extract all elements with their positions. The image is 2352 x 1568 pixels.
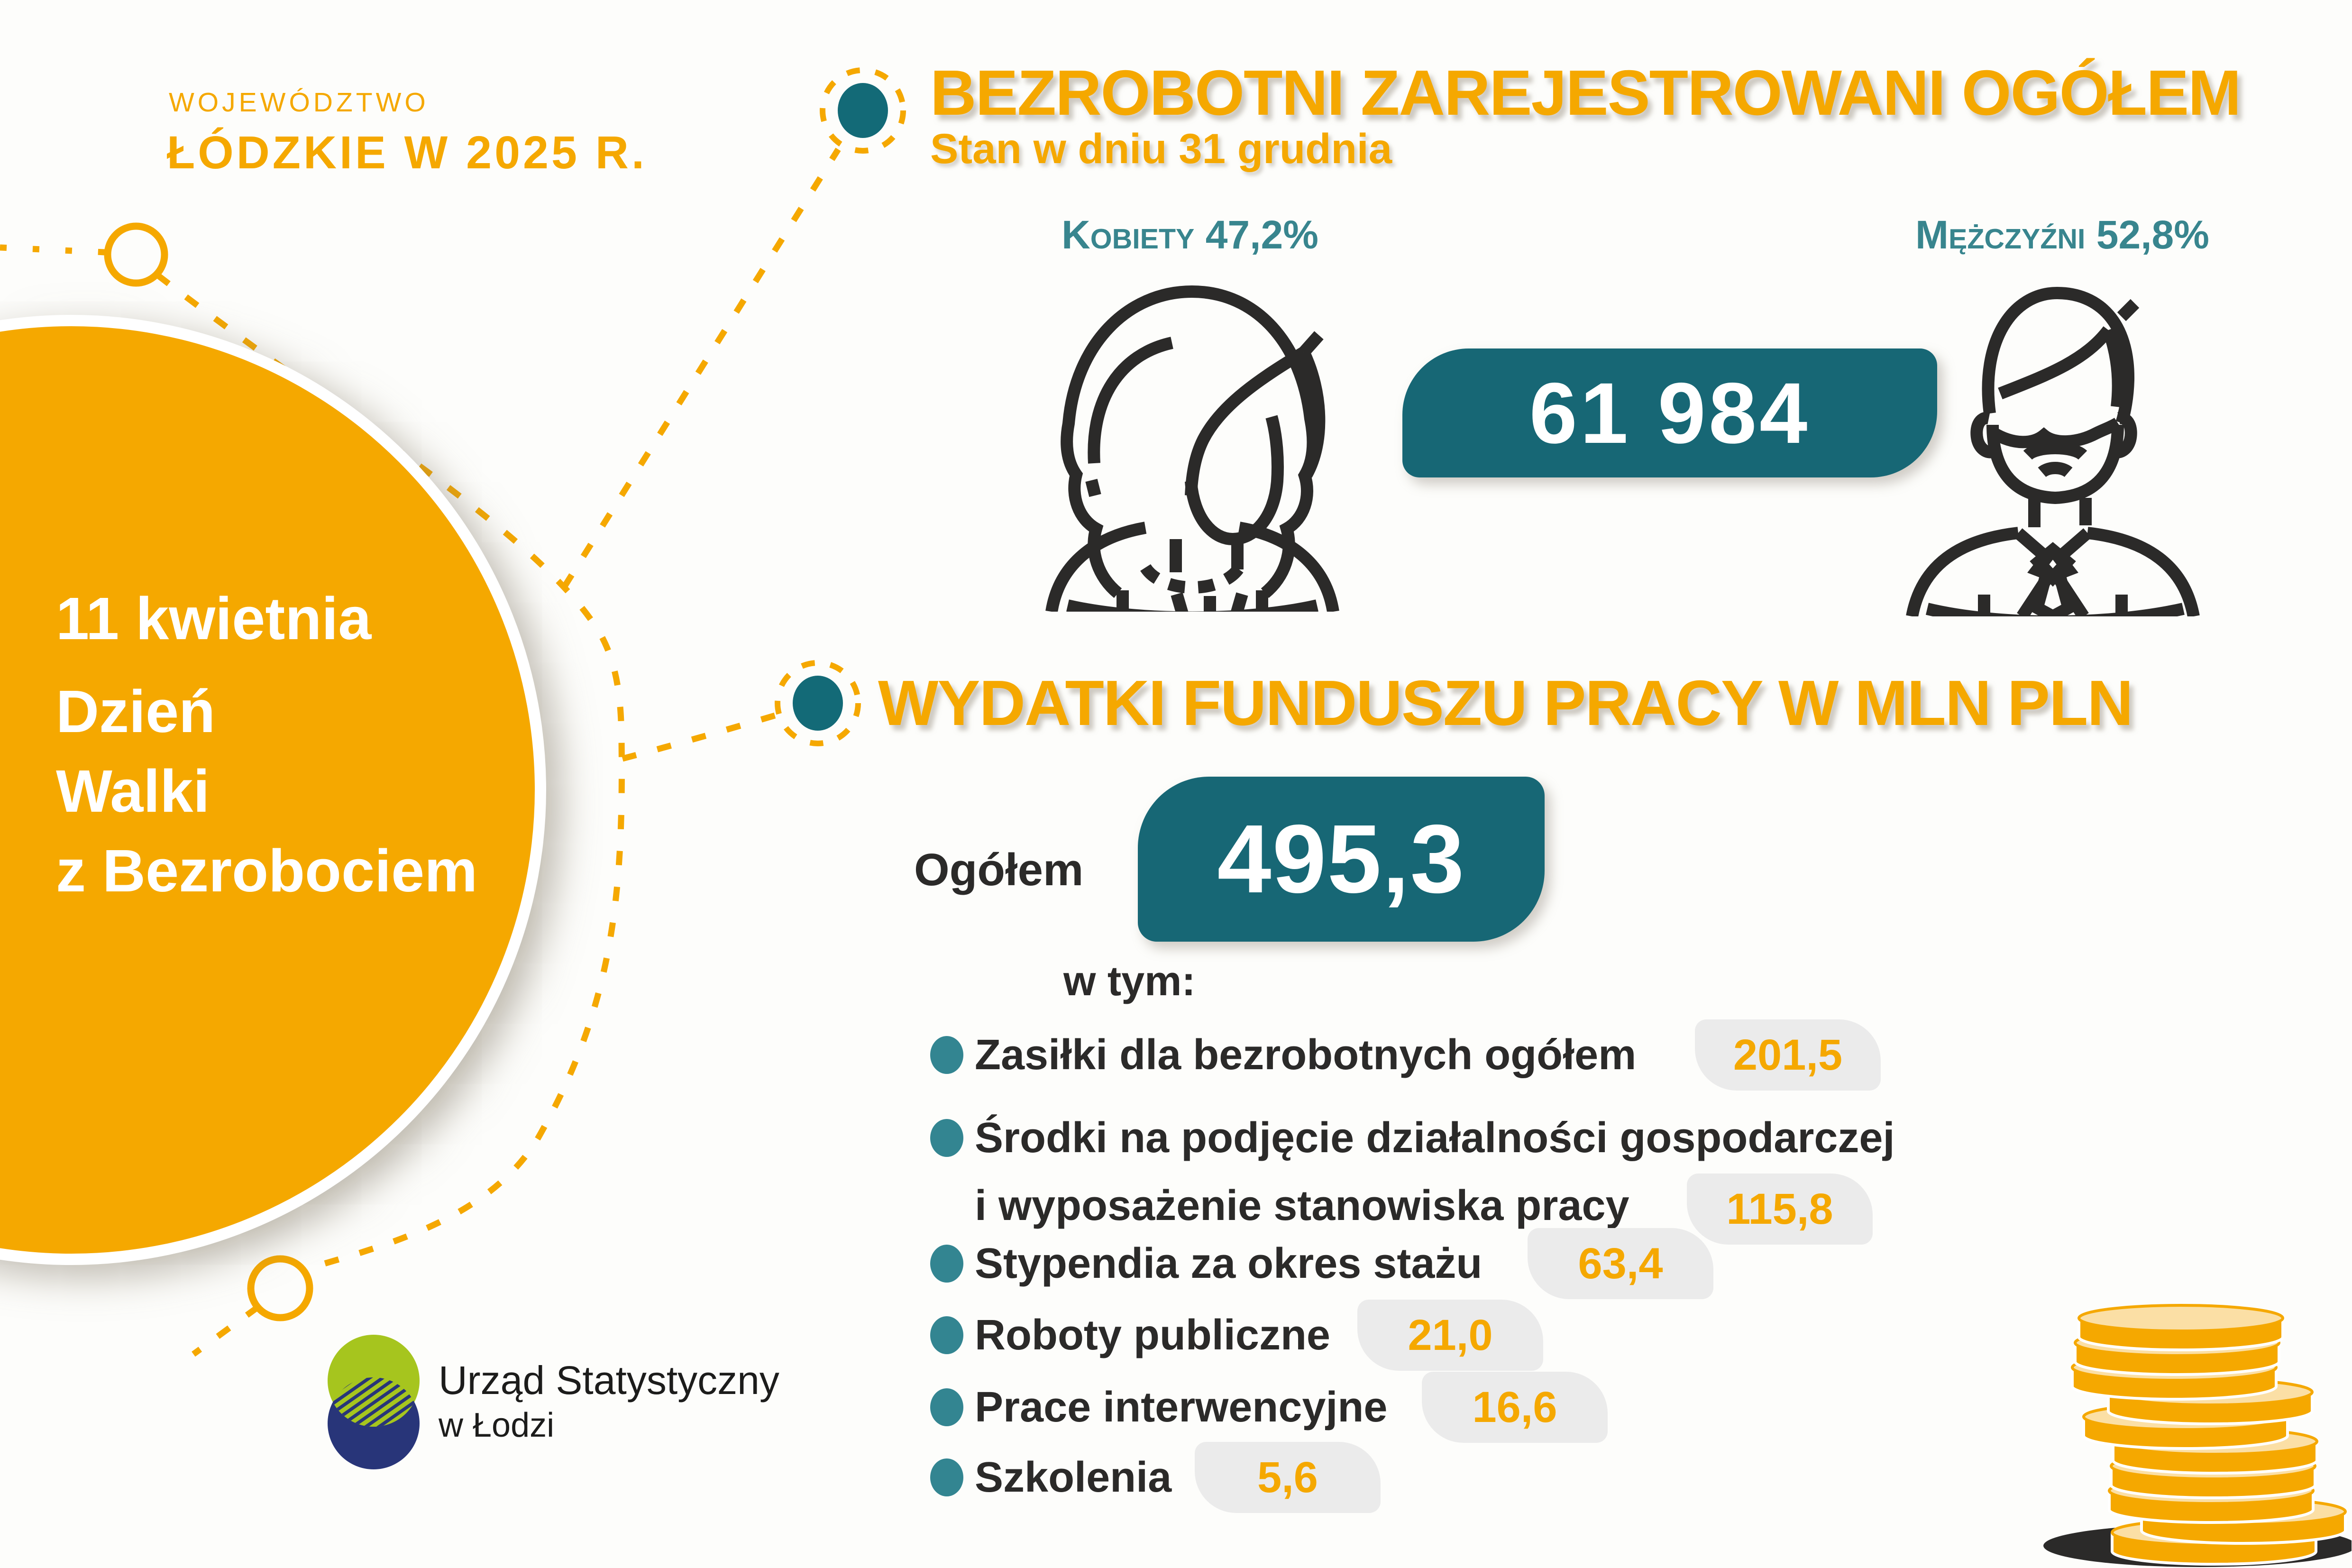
dashed-ring-section1-bullet: [820, 67, 906, 154]
dashed-line-to-section2: [622, 712, 778, 762]
including-label: w tym:: [1063, 957, 1196, 1004]
ring-bottom-left: [247, 1255, 313, 1321]
women-share-label: Kobiety 47,2%: [1062, 212, 1318, 257]
list-item-value-badge: 63,4: [1528, 1228, 1713, 1299]
list-item-label: Stypendia za okres stażu: [975, 1239, 1483, 1287]
event-name-line3: z Bezrobociem: [56, 837, 478, 904]
event-date: 11 kwietnia: [56, 585, 372, 652]
dashed-stub-bottom-left: [192, 1304, 260, 1357]
dashed-ring-section2-bullet: [775, 660, 861, 746]
list-item-label: Prace interwencyjne: [975, 1383, 1388, 1431]
list-item-value: 201,5: [1733, 1030, 1843, 1079]
list-bullet-icon: [930, 1036, 963, 1074]
list-item-value: 115,8: [1726, 1184, 1833, 1233]
coin-stack-illustration: [2043, 1304, 2352, 1567]
logo-text-line2: w Łodzi: [438, 1406, 554, 1444]
list-item-value-badge: 16,6: [1422, 1372, 1608, 1443]
region-title: ŁÓDZKIE W 2025 R.: [167, 127, 647, 178]
list-item-label: Szkolenia: [975, 1453, 1172, 1501]
statistical-office-logo: Urząd Statystyczny w Łodzi: [328, 1335, 779, 1469]
list-bullet-icon: [930, 1119, 963, 1157]
dashed-line-left-edge: [0, 244, 106, 256]
list-item-label-line2: i wyposażenie stanowiska pracy: [975, 1182, 1629, 1229]
spending-total-value: 495,3: [1217, 805, 1465, 913]
spending-total-label: Ogółem: [914, 844, 1084, 895]
list-bullet-icon: [930, 1316, 963, 1354]
unemployed-section-title: BEZROBOTNI ZAREJESTROWANI OGÓŁEM: [930, 57, 2242, 128]
list-item-value: 5,6: [1257, 1453, 1318, 1502]
unemployed-total-value: 61 984: [1529, 365, 1811, 461]
unemployed-total-badge: 61 984: [1402, 348, 1937, 477]
dashed-line-to-section1: [561, 147, 841, 589]
event-name-line1: Dzień: [56, 678, 216, 745]
section2-bullet-icon: [793, 676, 843, 731]
coin: [2077, 1304, 2284, 1351]
region-label: WOJEWÓDZTWO: [169, 87, 429, 118]
ring-top-left: [104, 222, 168, 287]
spending-section-title: WYDATKI FUNDUSZU PRACY W MLN PLN: [878, 667, 2133, 739]
event-name-line2: Walki: [56, 758, 210, 825]
woman-icon: [1045, 285, 1339, 612]
list-item-value-badge: 115,8: [1687, 1174, 1873, 1245]
unemployed-section-subtitle: Stan w dniu 31 grudnia: [930, 125, 1392, 172]
list-bullet-icon: [930, 1245, 963, 1283]
list-bullet-icon: [930, 1458, 963, 1496]
spending-total-badge: 495,3: [1138, 777, 1545, 942]
section1-bullet-icon: [838, 83, 888, 138]
list-item-value-badge: 201,5: [1695, 1019, 1881, 1091]
list-item-value: 21,0: [1408, 1311, 1493, 1359]
men-share-label: Mężczyźni 52,8%: [1915, 212, 2209, 257]
list-item-value: 63,4: [1578, 1239, 1663, 1288]
list-item-value-badge: 21,0: [1357, 1300, 1543, 1371]
man-icon: [1906, 286, 2200, 616]
list-item-label: Roboty publiczne: [975, 1311, 1330, 1359]
list-item-value: 16,6: [1472, 1383, 1557, 1431]
list-item-label: Środki na podjęcie działalności gospodar…: [975, 1114, 1895, 1162]
list-item-label: Zasiłki dla bezrobotnych ogółem: [975, 1031, 1637, 1079]
logo-hatched-overlap: [328, 1377, 420, 1427]
list-bullet-icon: [930, 1388, 963, 1426]
dashed-curve-main: [156, 272, 625, 1274]
logo-text-line1: Urząd Statystyczny: [439, 1358, 779, 1403]
list-item-value-badge: 5,6: [1195, 1442, 1381, 1513]
